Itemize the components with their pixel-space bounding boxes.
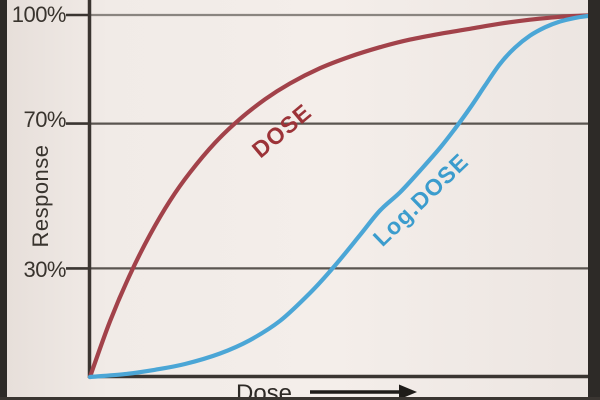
x-axis-arrow-icon: [310, 384, 417, 400]
y-axis-title: Response: [28, 144, 53, 248]
y-tick-label-100: 100%: [11, 2, 67, 27]
gridlines-layer: [66, 13, 588, 270]
frame-border-bottom: [0, 397, 600, 400]
log-dose-curve: [87, 13, 593, 380]
y-tick-label-70: 70%: [23, 107, 66, 132]
frame-border-left: [0, 0, 7, 400]
x-axis-title: Dose: [236, 380, 293, 400]
curves-layer: [87, 13, 593, 380]
frame-border-right: [588, 0, 600, 400]
y-tick-label-30: 30%: [23, 257, 66, 282]
dose-curve: [87, 13, 593, 380]
